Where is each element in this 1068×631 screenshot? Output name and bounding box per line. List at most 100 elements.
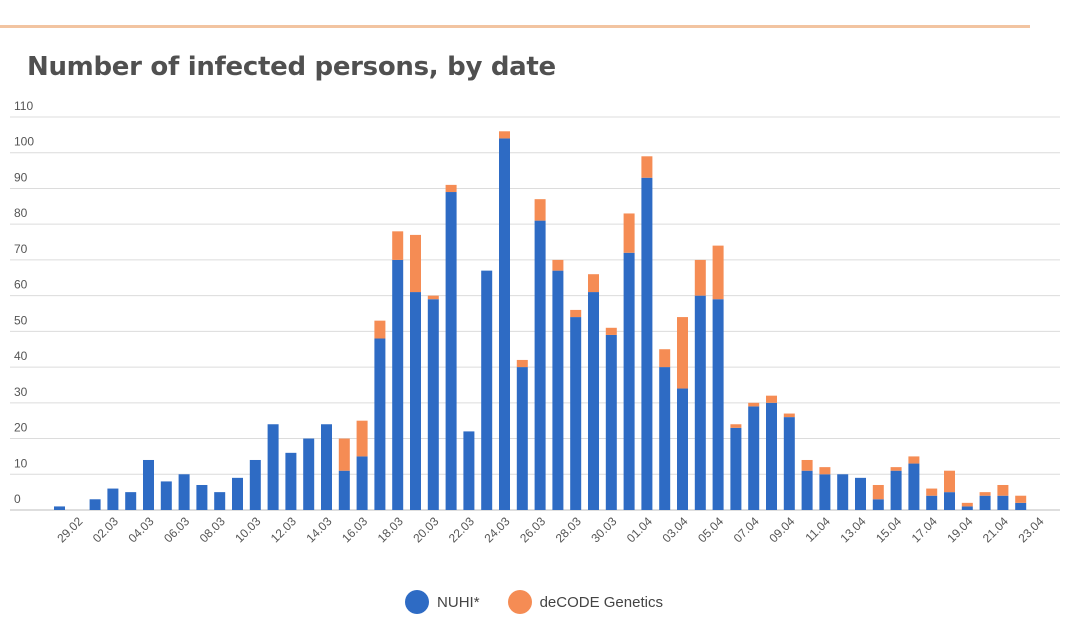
bar-decode [979,492,991,496]
bar-decode [694,259,706,296]
x-tick-label: 03.04 [659,514,690,545]
bar-decode [783,413,795,418]
x-tick-label: 19.04 [944,514,975,545]
bar-nuhi [374,338,386,510]
bar-decode [961,502,973,507]
bar-nuhi [516,367,528,510]
x-tick-label: 30.03 [588,514,619,545]
bar-nuhi [712,299,724,510]
bar-decode [516,359,528,368]
bar-nuhi [534,220,546,511]
bar-nuhi [392,259,404,510]
bar-nuhi [855,477,866,510]
bar-decode [427,295,439,300]
y-tick-label: 70 [14,242,28,256]
x-tick-label: 24.03 [481,514,512,545]
x-tick-label: 14.03 [303,514,334,545]
bar-decode [338,438,350,471]
y-tick-label: 60 [14,278,28,292]
bar-decode [926,488,938,496]
bar-nuhi [837,474,849,510]
legend: NUHI* deCODE Genetics [0,590,1068,614]
bar-decode [392,231,404,260]
bar-nuhi [748,406,760,510]
bar-nuhi [783,417,795,510]
y-axis-ticks: 0 10 20 30 40 50 60 70 80 90 100 110 [14,99,34,506]
bar-decode [552,259,564,271]
bar-nuhi [872,499,884,510]
x-tick-label: 08.03 [197,514,228,545]
x-tick-label: 12.03 [268,514,299,545]
x-tick-label: 11.04 [803,514,834,545]
x-tick-label: 07.04 [731,514,762,545]
bar-decode [1015,495,1027,503]
bar-nuhi [232,477,243,510]
bar-nuhi [321,424,332,510]
x-tick-label: 04.03 [125,514,156,545]
bar-nuhi [178,474,190,510]
bar-nuhi [249,459,261,510]
bar-nuhi [623,252,635,510]
bar-nuhi [944,492,955,510]
legend-item-decode[interactable]: deCODE Genetics [507,590,663,614]
bar-decode [410,234,421,293]
bar-nuhi [552,270,564,510]
x-tick-label: 20.03 [410,514,441,545]
legend-label-decode: deCODE Genetics [539,593,663,611]
bar-nuhi [338,470,350,510]
bar-nuhi [890,470,902,510]
bar-decode [677,317,688,389]
bar-decode [641,156,653,178]
x-tick-label: 13.04 [837,514,868,545]
bar-nuhi [641,177,653,510]
bar-decode [801,459,813,471]
bar-nuhi [481,270,493,510]
x-tick-label: 22.03 [446,514,477,545]
bar-decode [997,484,1009,496]
x-tick-label: 01.04 [624,514,655,545]
x-tick-label: 17.04 [909,514,940,545]
bar-nuhi [819,474,831,510]
x-tick-label: 21.04 [980,514,1011,545]
bar-decode [534,199,546,221]
y-tick-label: 100 [14,135,34,149]
bar-decode [445,184,457,193]
y-tick-label: 20 [14,421,28,435]
bar-nuhi [356,456,368,510]
top-accent-rule [0,25,1030,28]
bar-decode [944,470,955,493]
bar-decode [748,402,760,407]
bar-nuhi [160,481,172,510]
bar-nuhi [143,459,154,510]
bar-nuhi [267,424,279,510]
legend-item-nuhi[interactable]: NUHI* [405,590,480,614]
bar-nuhi [766,402,777,510]
bar-nuhi [1015,502,1027,510]
x-tick-label: 18.03 [375,514,406,545]
bar-nuhi [908,463,920,510]
bar-nuhi [588,292,599,510]
bar-nuhi [979,495,991,510]
bar-decode [588,274,599,293]
x-tick-label: 23.04 [1015,514,1046,545]
bar-decode [356,420,368,457]
bar-nuhi [410,292,421,510]
y-tick-label: 10 [14,456,28,470]
bar-nuhi [997,495,1009,510]
chart-title: Number of infected persons, by date [27,52,556,82]
y-tick-label: 90 [14,170,28,184]
bar-decode [890,467,902,471]
bar-nuhi [214,492,226,510]
bar-nuhi [499,138,510,510]
bar-nuhi [125,492,137,510]
bar-nuhi [677,388,688,510]
bar-nuhi [961,506,973,510]
legend-swatch-decode [507,590,532,614]
x-tick-label: 15.04 [873,514,904,545]
bar-nuhi [463,431,475,510]
bar-nuhi [285,452,297,510]
x-tick-label: 16.03 [339,514,370,545]
bar-decode [605,327,617,335]
bar-decode [659,349,671,368]
